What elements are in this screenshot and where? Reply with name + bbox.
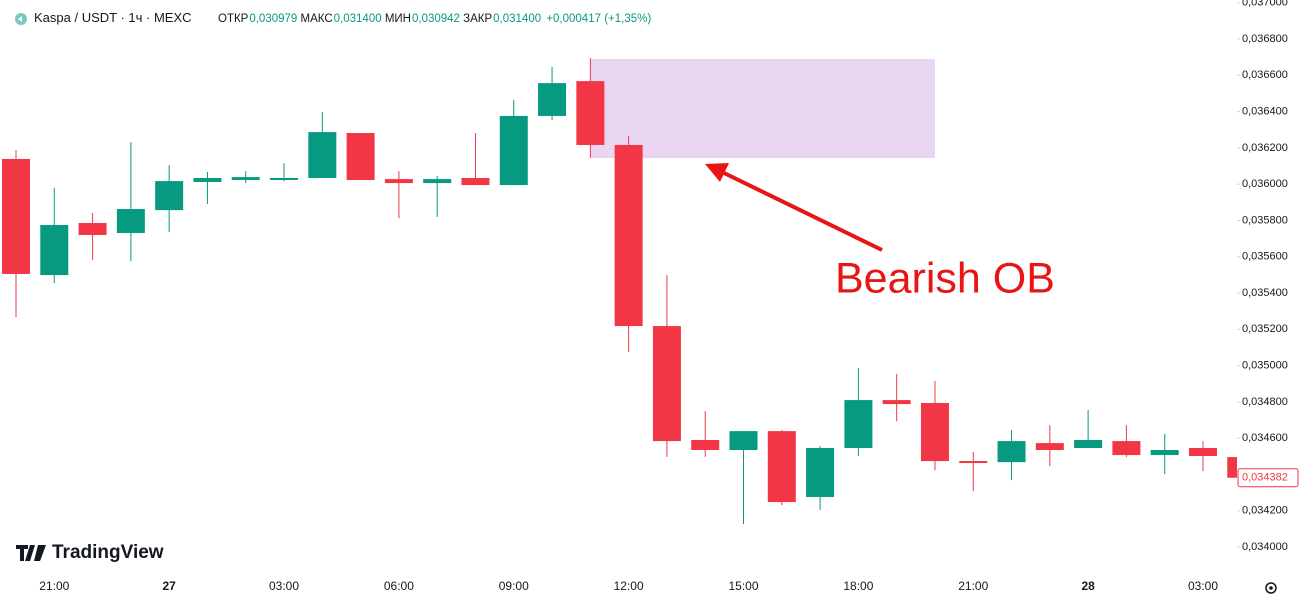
candle-body [652,326,681,442]
y-tick-label: 0,034600 [1242,432,1288,444]
candle-body [614,144,643,327]
candle-body [1227,457,1237,478]
y-tick-label: 0,035400 [1242,287,1288,299]
watermark-text: TradingView [52,542,164,563]
candle-body [806,447,835,497]
settings-icon-center[interactable] [1269,586,1273,590]
candle-body [308,132,337,178]
y-tick-label: 0,035000 [1242,360,1288,372]
candle-body [384,179,413,184]
candle-body [1074,440,1103,448]
ohlc-change: +0,000417 (+1,35%) [546,13,651,25]
y-tick-label: 0,037000 [1242,0,1288,9]
y-tick-label: 0,036400 [1242,105,1288,117]
x-tick-label: 03:00 [1188,579,1218,593]
y-tick-label: 0,036000 [1242,178,1288,190]
candle-body [116,209,145,233]
watermark: TradingView [16,542,164,563]
x-tick-label: 03:00 [269,579,299,593]
candle-body [882,400,911,405]
candle-body [423,179,452,184]
ohlc-label: ОТКР [218,13,249,25]
candle-body [844,400,873,448]
candle-body [193,177,222,182]
settings-icon[interactable] [1265,582,1277,594]
y-tick-label: 0,034200 [1242,505,1288,517]
candle-body [270,177,299,180]
candle-body [920,402,949,462]
candle-body [1112,441,1141,456]
y-tick-label: 0,034800 [1242,396,1288,408]
y-tick-label: 0,036600 [1242,69,1288,81]
annotation-arrow [721,170,883,252]
candle-body [346,132,375,180]
ohlc-value: 0,031400 [334,13,382,25]
last-price-label: 0,034382 [1242,472,1288,484]
ohlc-header: ОТКР0,030979 МАКС0,031400 МИН0,030942 ЗА… [218,13,651,25]
candle-body [2,158,30,274]
order-block-zone [590,58,935,159]
ohlc-label: МАКС [301,13,333,25]
candle-body [499,115,528,186]
candle-layer [2,58,1237,525]
x-tick-label: 15:00 [728,579,758,593]
x-tick-label: 21:00 [39,579,69,593]
candle-body [1188,447,1217,456]
candle-body [461,177,490,186]
candle-body [1035,443,1064,450]
candle-body [1150,449,1179,456]
axis-layer: 0,0340000,0342000,0344000,0346000,034800… [39,0,1299,593]
candle-body [576,81,605,145]
candle-body [40,224,69,276]
symbol-icon-arrow [18,16,22,22]
y-tick-label: 0,034000 [1242,541,1288,553]
candle-body [231,177,260,180]
y-tick-label: 0,036800 [1242,33,1288,45]
last-price-box [1237,468,1299,488]
candle-body [997,441,1026,463]
x-tick-label: 18:00 [843,579,873,593]
x-tick-label: 06:00 [384,579,414,593]
x-tick-label: 21:00 [958,579,988,593]
symbol-title: Kaspa / USDT · 1ч · MEXC [34,10,192,25]
ohlc-value: 0,031400 [493,13,541,25]
y-tick-label: 0,035800 [1242,214,1288,226]
candle-body [729,431,758,450]
candle-body [959,461,988,464]
x-tick-label: 09:00 [499,579,529,593]
x-tick-label: 28 [1081,579,1095,593]
y-tick-label: 0,035600 [1242,251,1288,263]
annotation-arrowhead [705,163,729,182]
header: Kaspa / USDT · 1ч · MEXC [34,10,192,25]
candle-body [691,440,720,450]
ohlc-label: ЗАКР [463,13,492,25]
annotation-label: Bearish OB [835,254,1055,302]
ohlc-value: 0,030942 [412,13,460,25]
ohlc-value: 0,030979 [249,13,297,25]
candle-body [767,431,796,503]
x-tick-label: 27 [162,579,176,593]
candle-body [155,181,184,211]
y-tick-label: 0,036200 [1242,142,1288,154]
candle-body [78,222,107,235]
y-tick-label: 0,035200 [1242,323,1288,335]
ohlc-label: МИН [385,13,411,25]
candle-body [538,83,567,116]
zone-layer [590,58,935,159]
x-tick-label: 12:00 [614,579,644,593]
watermark-logo [16,545,46,561]
